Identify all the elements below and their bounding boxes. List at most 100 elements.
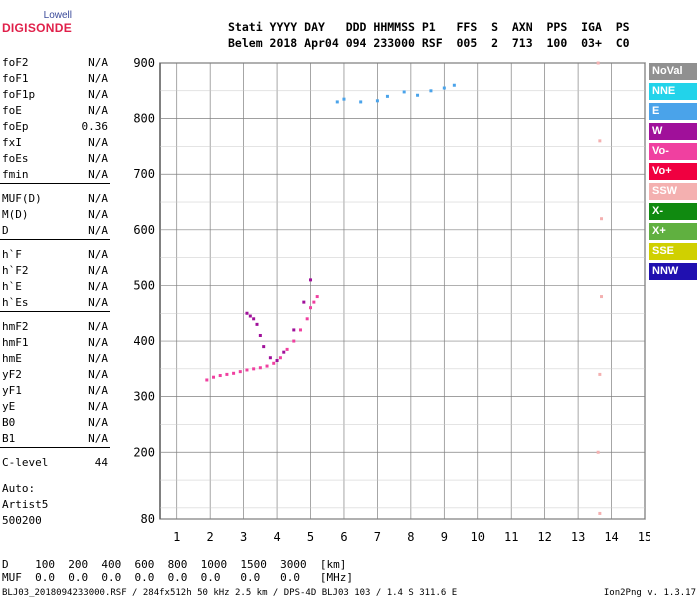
param-value: N/A: [88, 72, 108, 85]
data-point: [375, 99, 379, 103]
params-group-5: C-level 44: [0, 455, 110, 471]
x-tick-label: 5: [307, 530, 314, 544]
params-group-1: foF2 N/A foF1 N/A foF1p N/A foE N/A foEp 0.36 fxI N…: [0, 55, 110, 183]
param-row: hmF1 N/A: [0, 335, 110, 351]
data-point: [292, 339, 296, 343]
data-point: [252, 317, 256, 321]
param-value: N/A: [88, 280, 108, 293]
logo-line2: DIGISONDE: [1, 21, 72, 35]
data-point: [598, 372, 602, 376]
x-tick-label: 7: [374, 530, 381, 544]
params-group-3: h`F N/A h`F2 N/A h`E N/A h`Es N/A: [0, 247, 110, 311]
legend-item-vo: Vo-: [649, 143, 697, 160]
param-value: N/A: [88, 88, 108, 101]
data-point: [238, 370, 242, 374]
data-point: [309, 278, 313, 282]
param-name: yF2: [2, 368, 22, 381]
data-point: [275, 359, 279, 363]
y-tick-label: 900: [133, 56, 155, 70]
x-tick-label: 4: [273, 530, 280, 544]
auto-label: Auto:: [2, 482, 36, 495]
footer-file-info: BLJ03_2018094233000.RSF / 284fx512h 50 k…: [2, 588, 458, 598]
param-row: hmE N/A: [0, 351, 110, 367]
param-name: MUF(D): [2, 192, 42, 205]
param-name: yE: [2, 400, 16, 413]
data-point: [335, 100, 339, 104]
y-tick-label: 700: [133, 167, 155, 181]
x-tick-label: 10: [471, 530, 485, 544]
param-name: D: [2, 224, 9, 237]
data-point: [305, 317, 309, 321]
param-row: D N/A: [0, 223, 110, 239]
data-point: [205, 378, 209, 382]
param-value: N/A: [88, 152, 108, 165]
legend-item-e: E: [649, 103, 697, 120]
param-name: hmF1: [2, 336, 29, 349]
param-name: hmF2: [2, 320, 29, 333]
version-label: Ion2Png v. 1.3.17: [603, 588, 696, 598]
footer-distance-row: D 100 200 400 600 800 1000 1500 3000 [km…: [2, 558, 347, 571]
x-tick-label: 2: [207, 530, 214, 544]
data-point: [600, 295, 604, 299]
param-row: h`Es N/A: [0, 295, 110, 311]
data-point: [600, 217, 604, 221]
param-row: B0 N/A: [0, 415, 110, 431]
param-row: foF1p N/A: [0, 87, 110, 103]
data-point: [315, 295, 319, 299]
param-value: N/A: [88, 336, 108, 349]
separator: [0, 183, 110, 191]
data-point: [342, 97, 346, 101]
param-row: B1 N/A: [0, 431, 110, 447]
param-value: N/A: [88, 192, 108, 205]
param-value: N/A: [88, 208, 108, 221]
autoscaling-info: Auto: Artist5 500200: [2, 481, 48, 529]
param-row: hmF2 N/A: [0, 319, 110, 335]
param-value: N/A: [88, 56, 108, 69]
param-value: N/A: [88, 264, 108, 277]
data-point: [429, 89, 433, 93]
x-tick-label: 1: [173, 530, 180, 544]
data-point: [232, 371, 236, 375]
param-name: foE: [2, 104, 22, 117]
x-tick-label: 14: [604, 530, 618, 544]
data-point: [278, 356, 282, 360]
x-tick-label: 13: [571, 530, 585, 544]
parameters-panel: foF2 N/A foF1 N/A foF1p N/A foE N/A foEp 0.36 fxI N…: [0, 55, 110, 471]
param-row: fmin N/A: [0, 167, 110, 183]
data-point: [268, 356, 272, 360]
param-name: foEp: [2, 120, 29, 133]
data-point: [225, 372, 229, 376]
x-tick-label: 8: [407, 530, 414, 544]
data-point: [298, 328, 302, 332]
data-point: [265, 364, 269, 368]
param-value: N/A: [88, 368, 108, 381]
data-point: [302, 300, 306, 304]
param-value: N/A: [88, 416, 108, 429]
param-value: N/A: [88, 224, 108, 237]
param-name: M(D): [2, 208, 29, 221]
x-tick-label: 15: [638, 530, 650, 544]
data-point: [402, 90, 406, 94]
param-name: h`F2: [2, 264, 29, 277]
param-row: foEp 0.36: [0, 119, 110, 135]
ionogram-plot: 1 2 3 4 5 6 7 8 9 10 11 12 13 14 158020030040050060070…: [133, 56, 650, 544]
separator: [0, 447, 110, 455]
y-tick-label: 600: [133, 223, 155, 237]
legend-item-x: X-: [649, 203, 697, 220]
param-row: foF1 N/A: [0, 71, 110, 87]
param-name: B0: [2, 416, 16, 429]
param-name: foEs: [2, 152, 29, 165]
data-point: [359, 100, 363, 104]
header-fields: Stati YYYY DAY DDD HHMMSS P1 FFS S AXN P…: [228, 20, 630, 34]
param-name: h`Es: [2, 296, 29, 309]
y-tick-label: 80: [141, 512, 155, 526]
y-tick-label: 300: [133, 390, 155, 404]
param-row: C-level 44: [0, 455, 110, 471]
param-name: h`E: [2, 280, 22, 293]
legend-item-x: X+: [649, 223, 697, 240]
param-name: fmin: [2, 168, 29, 181]
param-row: M(D) N/A: [0, 207, 110, 223]
data-point: [312, 300, 316, 304]
param-row: MUF(D) N/A: [0, 191, 110, 207]
param-row: foEs N/A: [0, 151, 110, 167]
